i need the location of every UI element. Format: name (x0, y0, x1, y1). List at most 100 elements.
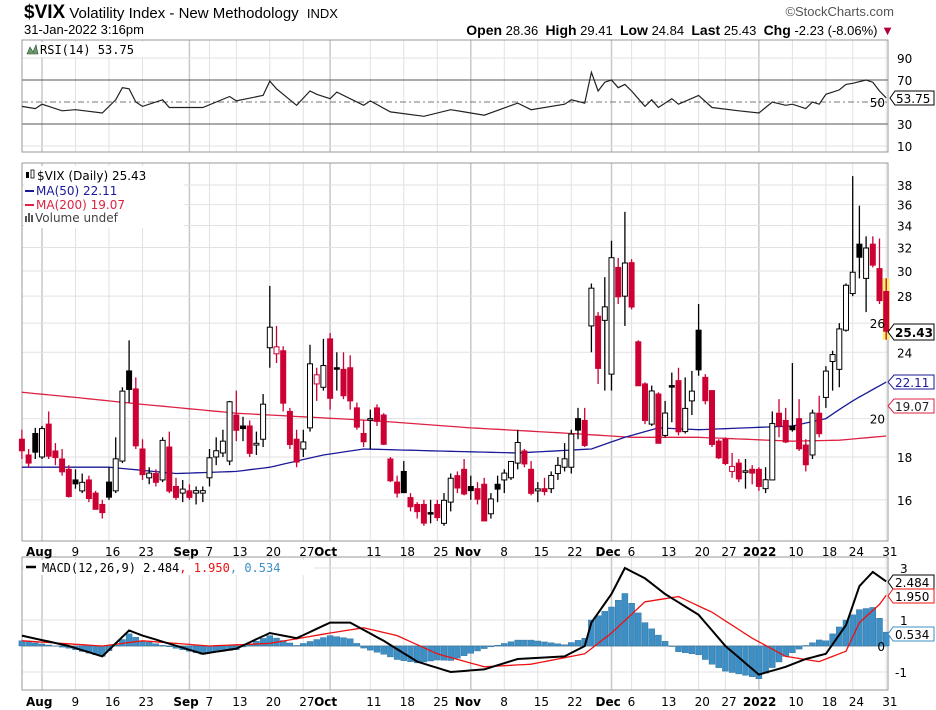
candle (380, 413, 387, 446)
candle (648, 385, 655, 426)
candle-body (762, 479, 769, 490)
candle (327, 333, 334, 410)
candle-body (300, 441, 307, 450)
macd-histogram-bar (166, 645, 173, 648)
svg-text:53.75: 53.75 (896, 92, 930, 106)
candle-body (782, 419, 789, 443)
candle (273, 325, 280, 364)
candle (233, 390, 240, 442)
macd-legend-hist: 0.534 (244, 561, 280, 575)
macd-histogram-bar (749, 645, 756, 677)
axes: AugAug9916162323SepSep77131320202727OctO… (26, 52, 912, 709)
candle (307, 344, 313, 432)
macd-histogram-bar (708, 645, 716, 665)
x-tick-label: 11 (366, 695, 381, 709)
svg-text:1.950: 1.950 (895, 590, 929, 604)
candle (219, 429, 226, 457)
macd-histogram-bar (159, 645, 166, 647)
ma200-line (21, 391, 887, 442)
candle (869, 236, 876, 268)
candle (360, 420, 367, 448)
macd-histogram-bar (259, 638, 267, 647)
candle-body (374, 407, 380, 422)
x-tick-label: 31 (882, 695, 897, 709)
candle-body (568, 433, 575, 468)
quote-datetime: 31-Jan-2022 3:16pm (24, 22, 144, 37)
macd-histogram-bar (514, 639, 521, 647)
candle-body (621, 262, 628, 297)
candle-body (233, 414, 240, 431)
svg-text:19.07: 19.07 (895, 400, 929, 414)
candle-body (635, 341, 642, 387)
candle-body (802, 444, 809, 466)
candle (595, 312, 602, 384)
candle-body (554, 464, 561, 475)
candle-body (628, 262, 635, 308)
candle (621, 211, 628, 326)
macd-histogram-bar (347, 638, 354, 647)
macd-histogram-bar (494, 644, 501, 647)
macd-histogram-bar (762, 645, 769, 674)
x-tick-label: 15 (534, 545, 549, 559)
candle (427, 499, 434, 524)
candle-body (615, 266, 622, 298)
x-tick-label: 2022 (743, 545, 776, 559)
candle-body (414, 503, 421, 513)
candle-body (722, 438, 729, 465)
candle-body (353, 407, 360, 428)
candle-body (742, 470, 749, 473)
candle-body (655, 393, 662, 444)
x-tick-label: 24 (849, 545, 864, 559)
candle (762, 467, 769, 494)
candle (541, 477, 548, 496)
candle-body (159, 439, 166, 481)
candle-body (581, 419, 588, 446)
x-tick-label: 2022 (743, 695, 776, 709)
candle (755, 467, 762, 491)
macd-histogram-bar (722, 645, 729, 672)
candle (481, 477, 488, 522)
macd-legend-name: MACD(12,26,9) (42, 561, 136, 575)
macd-tick-label: 3 (900, 562, 908, 576)
macd-histogram-bar (320, 637, 327, 647)
candle-body (173, 485, 179, 498)
candle-body (702, 376, 709, 402)
price-tick-label: 20 (870, 413, 885, 427)
candle-body (273, 346, 280, 355)
macd-histogram-bar (145, 642, 153, 647)
candle (655, 392, 662, 444)
macd-histogram-bar (414, 645, 421, 664)
candle-body (501, 472, 508, 481)
macd-histogram-bar (454, 645, 461, 659)
x-tick-label: 23 (139, 695, 154, 709)
candle (836, 323, 843, 388)
hist-last-tag: 0.534 (887, 626, 935, 642)
macd-histogram-bar (367, 645, 374, 651)
candle-body (843, 284, 849, 331)
candle-body (92, 492, 99, 510)
candle (400, 461, 407, 494)
candle (18, 429, 25, 460)
macd-legend-signal: 1.950 (194, 561, 230, 575)
macd-histogram-bar (58, 645, 66, 648)
candle (548, 471, 555, 494)
svg-text:0.534: 0.534 (895, 628, 929, 642)
macd-histogram-bar (655, 634, 662, 647)
candle (186, 484, 193, 500)
candle-body (776, 412, 782, 427)
candle (420, 499, 427, 526)
macd-line (21, 566, 887, 676)
candle-body (240, 425, 246, 430)
candle-body (521, 450, 528, 465)
candle (528, 461, 535, 496)
macd-histogram-bar (869, 607, 876, 647)
candle-body (508, 460, 514, 479)
candle (822, 366, 829, 408)
candle-body (45, 423, 52, 457)
rsi-tick-label: 70 (897, 74, 912, 88)
macd-histogram-bar (668, 645, 675, 647)
candle (534, 482, 541, 503)
x-tick-label: 18 (822, 545, 837, 559)
candlestick-icon (26, 169, 35, 179)
